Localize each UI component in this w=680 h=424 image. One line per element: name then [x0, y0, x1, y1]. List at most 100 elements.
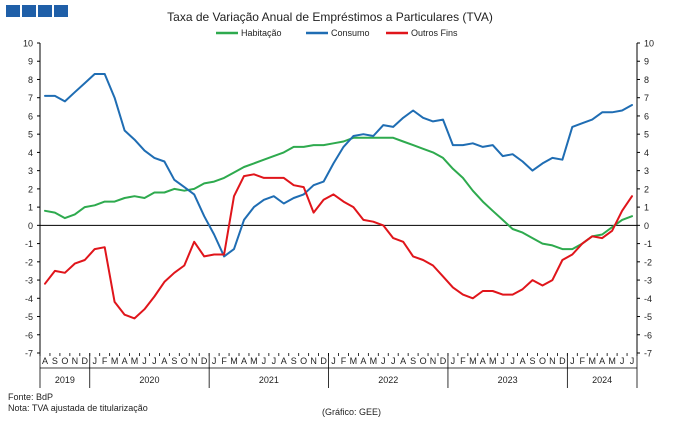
y-tick-label-left: -4: [25, 294, 33, 304]
y-tick-label-right: -5: [644, 312, 652, 322]
y-tick-label-right: 0: [644, 221, 649, 231]
x-tick-label: F: [341, 356, 347, 366]
year-label: 2022: [378, 375, 398, 385]
y-tick-label-left: -2: [25, 257, 33, 267]
logo-block: [54, 5, 68, 17]
logo-block: [6, 5, 20, 17]
x-tick-label: M: [469, 356, 477, 366]
y-tick-label-right: 3: [644, 166, 649, 176]
year-label: 2020: [139, 375, 159, 385]
x-tick-label: A: [360, 356, 366, 366]
y-tick-label-right: 10: [644, 39, 654, 49]
y-tick-label-left: -6: [25, 330, 33, 340]
x-tick-label: J: [152, 356, 157, 366]
legend-label: Consumo: [331, 28, 370, 38]
x-tick-label: F: [580, 356, 586, 366]
x-tick-label: J: [212, 356, 217, 366]
x-tick-label: S: [171, 356, 177, 366]
x-tick-label: A: [520, 356, 526, 366]
x-tick-label: O: [61, 356, 68, 366]
x-tick-label: A: [281, 356, 287, 366]
y-tick-label-right: -7: [644, 349, 652, 359]
x-tick-label: M: [131, 356, 139, 366]
x-tick-label: N: [430, 356, 437, 366]
x-tick-label: S: [52, 356, 58, 366]
x-tick-label: N: [549, 356, 556, 366]
x-tick-label: M: [250, 356, 258, 366]
y-tick-label-left: 10: [23, 39, 33, 49]
x-tick-label: J: [570, 356, 575, 366]
series-line-consumo: [44, 73, 633, 258]
y-tick-label-right: 7: [644, 93, 649, 103]
x-tick-label: S: [530, 356, 536, 366]
y-tick-label-left: 6: [28, 111, 33, 121]
x-tick-label: J: [630, 356, 635, 366]
year-label: 2019: [55, 375, 75, 385]
y-tick-label-left: 5: [28, 130, 33, 140]
x-tick-label: F: [221, 356, 227, 366]
logo-block: [22, 5, 36, 17]
y-tick-label-right: 1: [644, 203, 649, 213]
x-tick-label: N: [310, 356, 317, 366]
x-tick-label: A: [480, 356, 486, 366]
y-tick-label-right: 2: [644, 184, 649, 194]
x-tick-label: J: [500, 356, 505, 366]
y-tick-label-right: 4: [644, 148, 649, 158]
x-tick-label: D: [82, 356, 89, 366]
legend-label: Habitação: [241, 28, 282, 38]
year-label: 2021: [259, 375, 279, 385]
x-tick-label: J: [381, 356, 386, 366]
y-tick-label-left: -7: [25, 349, 33, 359]
x-tick-label: J: [262, 356, 267, 366]
x-tick-label: M: [489, 356, 497, 366]
x-tick-label: O: [181, 356, 188, 366]
x-tick-label: O: [539, 356, 546, 366]
logo-block: [38, 5, 52, 17]
x-tick-label: A: [599, 356, 605, 366]
x-tick-label: N: [72, 356, 79, 366]
y-tick-label-right: 5: [644, 130, 649, 140]
x-tick-label: D: [440, 356, 447, 366]
y-tick-label-right: -2: [644, 257, 652, 267]
x-tick-label: J: [451, 356, 456, 366]
x-tick-label: A: [122, 356, 128, 366]
x-tick-label: F: [102, 356, 108, 366]
y-tick-label-left: 7: [28, 93, 33, 103]
y-tick-label-right: -4: [644, 294, 652, 304]
x-tick-label: M: [370, 356, 378, 366]
x-tick-label: J: [510, 356, 515, 366]
x-tick-label: M: [588, 356, 596, 366]
y-tick-label-left: -3: [25, 276, 33, 286]
x-tick-label: O: [300, 356, 307, 366]
y-tick-label-left: 3: [28, 166, 33, 176]
x-tick-label: D: [559, 356, 566, 366]
x-tick-label: A: [42, 356, 48, 366]
y-tick-label-left: 4: [28, 148, 33, 158]
x-tick-label: J: [142, 356, 147, 366]
x-tick-label: D: [320, 356, 327, 366]
x-tick-label: M: [230, 356, 238, 366]
y-tick-label-left: -5: [25, 312, 33, 322]
y-tick-label-left: 0: [28, 221, 33, 231]
y-tick-label-left: 8: [28, 75, 33, 85]
chart-title: Taxa de Variação Anual de Empréstimos a …: [167, 10, 493, 24]
y-tick-label-right: -3: [644, 276, 652, 286]
x-tick-label: M: [350, 356, 358, 366]
y-tick-label-left: -1: [25, 239, 33, 249]
series-line-habita-o: [44, 136, 633, 251]
x-tick-label: J: [331, 356, 336, 366]
x-tick-label: J: [92, 356, 97, 366]
year-label: 2024: [592, 375, 612, 385]
y-tick-label-right: 8: [644, 75, 649, 85]
y-tick-label-right: -1: [644, 239, 652, 249]
x-tick-label: A: [241, 356, 247, 366]
legend-label: Outros Fins: [411, 28, 458, 38]
x-tick-label: F: [460, 356, 466, 366]
x-tick-label: A: [161, 356, 167, 366]
y-tick-label-left: 2: [28, 184, 33, 194]
series-line-outros-fins: [44, 173, 633, 320]
x-tick-label: S: [291, 356, 297, 366]
y-tick-label-right: 6: [644, 111, 649, 121]
chart-credit: (Gráfico: GEE): [322, 407, 382, 417]
